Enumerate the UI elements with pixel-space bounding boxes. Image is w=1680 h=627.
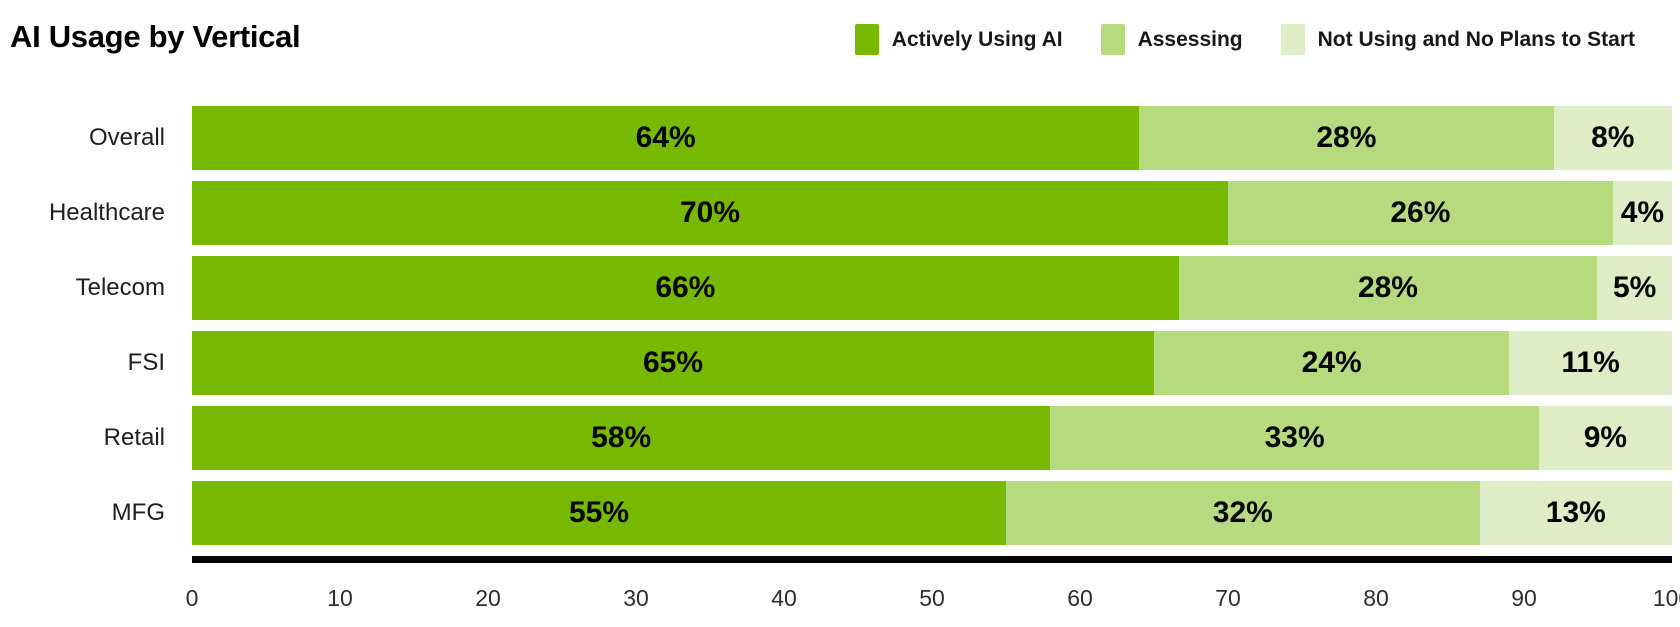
- bar-row: Overall 64% 28% 8%: [0, 106, 1673, 170]
- x-tick-label: 0: [185, 585, 199, 611]
- bar-segment: 65%: [192, 331, 1154, 395]
- legend-label: Not Using and No Plans to Start: [1317, 27, 1635, 51]
- bar-segment: 5%: [1597, 256, 1672, 320]
- bar-segment: 28%: [1139, 106, 1554, 170]
- bar-segment: 11%: [1509, 331, 1672, 395]
- bar-segment: 33%: [1050, 406, 1539, 470]
- bar-segment: 64%: [192, 106, 1140, 170]
- bar-segment: 26%: [1228, 181, 1613, 245]
- x-tick-label: 40: [771, 585, 797, 611]
- chart-legend: Actively Using AI Assessing Not Using and …: [854, 24, 1635, 55]
- segment-value-label: 9%: [1583, 421, 1628, 454]
- x-tick-label: 30: [623, 585, 649, 611]
- x-axis-line: [192, 556, 1672, 563]
- bar-rows: Overall 64% 28% 8% Healthcare 70% 26% 4% Telecom…: [0, 106, 1673, 556]
- segment-value-label: 66%: [655, 271, 716, 304]
- stacked-bar: 58% 33% 9%: [192, 406, 1673, 470]
- chart-title: AI Usage by Vertical: [10, 19, 301, 54]
- legend-swatch-icon: [854, 24, 879, 55]
- legend-label: Assessing: [1137, 27, 1243, 51]
- segment-value-label: 70%: [679, 196, 741, 229]
- stacked-bar: 70% 26% 4%: [192, 181, 1672, 245]
- x-tick-label: 70: [1215, 585, 1241, 611]
- x-tick-label: 50: [919, 585, 945, 611]
- bar-segment: 13%: [1479, 481, 1672, 545]
- bar-row: Telecom 66% 28% 5%: [0, 256, 1672, 320]
- category-label: Retail: [103, 424, 165, 451]
- segment-value-label: 55%: [568, 496, 630, 529]
- category-label: Healthcare: [48, 199, 165, 226]
- segment-value-label: 64%: [635, 121, 696, 154]
- x-tick-label: 100: [1652, 585, 1680, 611]
- bar-segment: 4%: [1612, 181, 1672, 245]
- stacked-bar: 66% 28% 5%: [192, 256, 1672, 320]
- bar-segment: 28%: [1178, 256, 1598, 320]
- segment-value-label: 28%: [1357, 271, 1418, 304]
- legend-item: Not Using and No Plans to Start: [1280, 24, 1635, 55]
- bar-segment: 55%: [192, 481, 1006, 545]
- segment-value-label: 26%: [1390, 196, 1451, 229]
- x-tick-label: 60: [1067, 585, 1093, 611]
- segment-value-label: 58%: [591, 421, 652, 454]
- bar-segment: 8%: [1553, 106, 1673, 170]
- category-label: Telecom: [75, 274, 165, 301]
- category-label: FSI: [127, 349, 165, 376]
- bar-segment: 66%: [192, 256, 1179, 320]
- bar-segment: 9%: [1538, 406, 1673, 470]
- chart-header: AI Usage by Vertical Actively Using AI As…: [0, 0, 1680, 55]
- segment-value-label: 32%: [1212, 496, 1273, 529]
- legend-swatch-icon: [1100, 24, 1125, 55]
- legend-label: Actively Using AI: [891, 27, 1063, 51]
- segment-value-label: 13%: [1545, 496, 1606, 529]
- segment-value-label: 65%: [642, 346, 704, 379]
- category-label: Overall: [88, 124, 165, 151]
- bar-row: FSI 65% 24% 11%: [0, 331, 1672, 395]
- legend-swatch-icon: [1280, 24, 1305, 55]
- segment-value-label: 4%: [1620, 196, 1665, 229]
- stacked-bar: 64% 28% 8%: [192, 106, 1673, 170]
- segment-value-label: 11%: [1561, 346, 1620, 379]
- bar-row: Retail 58% 33% 9%: [0, 406, 1673, 470]
- bar-row: MFG 55% 32% 13%: [0, 481, 1672, 545]
- legend-item: Assessing: [1100, 24, 1243, 55]
- bar-segment: 70%: [192, 181, 1228, 245]
- segment-value-label: 24%: [1301, 346, 1362, 379]
- x-tick-label: 90: [1511, 585, 1537, 611]
- stacked-bar: 65% 24% 11%: [192, 331, 1672, 395]
- x-tick-label: 10: [327, 585, 353, 611]
- bar-segment: 58%: [192, 406, 1051, 470]
- x-tick-label: 20: [475, 585, 501, 611]
- segment-value-label: 8%: [1591, 121, 1635, 154]
- bar-segment: 32%: [1006, 481, 1480, 545]
- legend-item: Actively Using AI: [854, 24, 1063, 55]
- x-axis-ticks: 0 10 20 30 40 50 60 70 80 90 100: [186, 585, 1680, 615]
- segment-value-label: 28%: [1316, 121, 1377, 154]
- segment-value-label: 33%: [1264, 421, 1325, 454]
- segment-value-label: 5%: [1612, 271, 1657, 304]
- stacked-bar: 55% 32% 13%: [192, 481, 1672, 545]
- category-label: MFG: [111, 499, 165, 526]
- bar-row: Healthcare 70% 26% 4%: [0, 181, 1672, 245]
- x-tick-label: 80: [1363, 585, 1389, 611]
- bar-segment: 24%: [1154, 331, 1510, 395]
